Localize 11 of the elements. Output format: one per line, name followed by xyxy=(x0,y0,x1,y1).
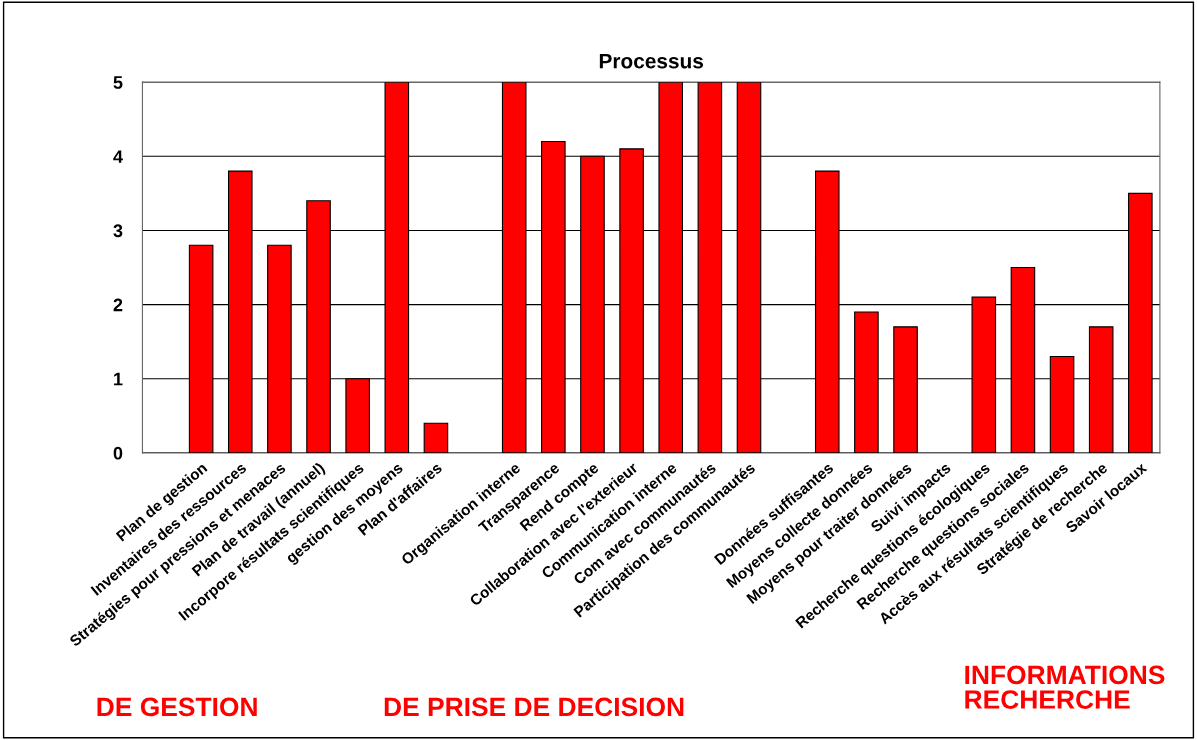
y-tick-label: 5 xyxy=(113,76,123,89)
text: DE GESTION xyxy=(97,697,257,717)
y-tick-label: 4 xyxy=(113,150,123,163)
bar xyxy=(423,422,449,453)
y-tick-label: 2 xyxy=(113,298,123,312)
text: DE PRISE DE DECISION xyxy=(384,697,684,717)
chart-title: Processus xyxy=(599,53,704,69)
text: INFORMATIONS RECHERCHE xyxy=(965,665,1165,709)
y-tick-label: 1 xyxy=(114,372,123,386)
y-tick-label: 0 xyxy=(113,446,123,460)
y-tick-label: 3 xyxy=(113,224,123,238)
